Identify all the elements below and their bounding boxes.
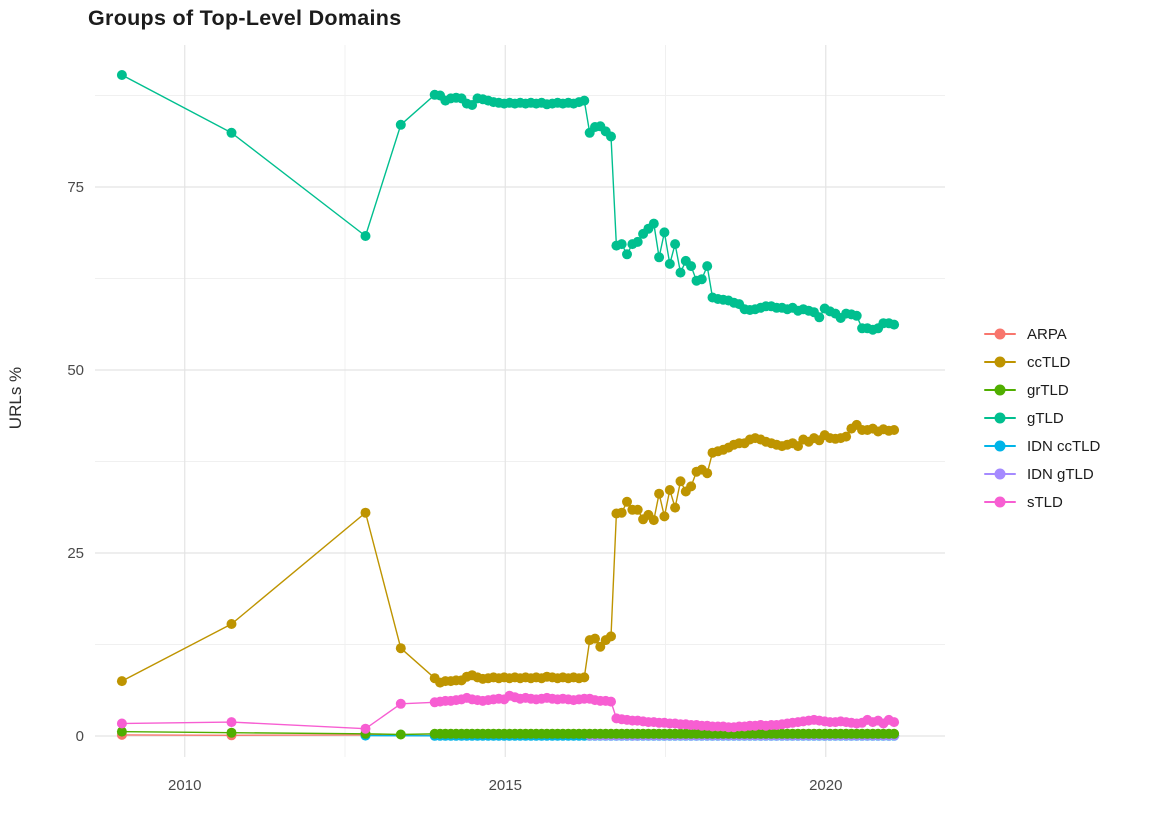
legend-key-cctld-icon — [984, 356, 1016, 369]
data-point — [579, 95, 590, 106]
data-point — [116, 676, 127, 687]
legend-label: gTLD — [1027, 409, 1064, 427]
legend-key-grtld-icon — [984, 384, 1016, 397]
data-point — [648, 515, 659, 526]
data-point — [889, 728, 900, 739]
y-tick-label: 25 — [67, 545, 84, 562]
data-point — [395, 729, 406, 740]
data-point — [670, 239, 681, 250]
y-tick-label: 50 — [67, 362, 84, 379]
data-point — [622, 249, 632, 260]
legend-item-arpa: ARPA — [984, 320, 1100, 348]
data-point — [616, 239, 627, 250]
x-tick-label: 2020 — [809, 777, 842, 794]
legend-key-stld-icon — [984, 496, 1016, 509]
data-point — [889, 425, 900, 435]
legend-key-idn-gtld-icon — [984, 468, 1016, 481]
data-point — [889, 319, 900, 330]
data-point — [395, 119, 406, 130]
series-stld — [116, 690, 900, 734]
data-point — [116, 726, 127, 737]
y-axis-title: URLs % — [6, 366, 25, 430]
data-point — [616, 507, 627, 518]
data-point — [226, 727, 237, 738]
data-point — [686, 261, 697, 272]
legend-item-grtld: grTLD — [984, 376, 1100, 404]
data-point — [675, 476, 686, 487]
y-axis-tick-labels: 0 25 50 75 — [67, 179, 84, 745]
data-point — [675, 267, 686, 278]
data-point — [889, 717, 900, 728]
chart-title: Groups of Top-Level Domains — [88, 6, 402, 30]
data-point — [116, 70, 127, 80]
y-tick-label: 75 — [67, 179, 84, 196]
data-point — [622, 496, 632, 507]
data-point — [606, 131, 616, 142]
legend-key-idn-cctld-icon — [984, 440, 1016, 453]
legend-key-arpa-icon — [984, 328, 1016, 341]
legend-item-stld: sTLD — [984, 488, 1100, 516]
data-point — [395, 643, 406, 654]
data-point — [659, 227, 670, 238]
legend-item-idn-cctld: IDN ccTLD — [984, 432, 1100, 460]
data-point — [664, 485, 675, 495]
series-cctld — [116, 419, 900, 688]
legend-label: grTLD — [1027, 381, 1069, 399]
data-point — [226, 127, 237, 138]
data-point — [686, 481, 697, 492]
legend-label: IDN gTLD — [1027, 465, 1094, 483]
data-point — [648, 218, 659, 229]
minor-gridlines — [95, 45, 945, 757]
data-point — [590, 633, 600, 644]
data-point — [664, 258, 675, 269]
data-point — [606, 696, 616, 707]
data-point — [696, 274, 707, 285]
legend-label: ARPA — [1027, 325, 1067, 343]
data-point — [654, 488, 665, 499]
legend-label: IDN ccTLD — [1027, 437, 1101, 455]
data-point — [360, 231, 371, 241]
x-tick-label: 2010 — [168, 777, 201, 794]
data-point — [226, 619, 237, 629]
data-point — [702, 261, 713, 272]
x-tick-label: 2015 — [489, 777, 522, 794]
y-tick-label: 0 — [76, 728, 84, 745]
data-point — [595, 641, 606, 652]
data-point — [467, 100, 478, 110]
legend-label: ccTLD — [1027, 353, 1071, 371]
data-point — [654, 252, 665, 263]
data-point — [851, 310, 862, 321]
legend-key-gtld-icon — [984, 412, 1016, 425]
series-grtld — [116, 726, 900, 740]
x-axis-tick-labels: 2010 2015 2020 — [168, 777, 842, 794]
legend-item-cctld: ccTLD — [984, 348, 1100, 376]
data-point — [360, 507, 371, 518]
legend: ARPA ccTLD grTLD gTLD IDN ccTLD IDN gTLD sTLD — [984, 320, 1100, 516]
legend-label: sTLD — [1027, 493, 1063, 511]
data-point — [632, 504, 643, 515]
major-gridlines — [95, 45, 945, 757]
data-point — [841, 431, 852, 442]
series-gtld — [116, 70, 900, 335]
legend-item-gtld: gTLD — [984, 404, 1100, 432]
data-point — [632, 236, 643, 247]
legend-item-idn-gtld: IDN gTLD — [984, 460, 1100, 488]
data-point — [659, 511, 670, 522]
data-point — [226, 717, 237, 728]
data-point — [670, 502, 681, 513]
data-point — [395, 698, 406, 709]
data-point — [116, 718, 127, 729]
data-point — [606, 631, 616, 642]
data-point — [579, 672, 590, 683]
data-point — [814, 312, 825, 323]
data-point — [360, 723, 371, 734]
data-point — [702, 468, 713, 479]
